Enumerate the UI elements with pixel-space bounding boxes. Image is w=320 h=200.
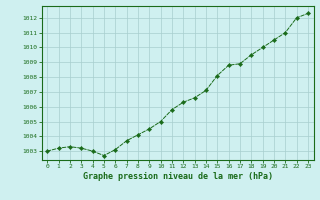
X-axis label: Graphe pression niveau de la mer (hPa): Graphe pression niveau de la mer (hPa) [83, 172, 273, 181]
